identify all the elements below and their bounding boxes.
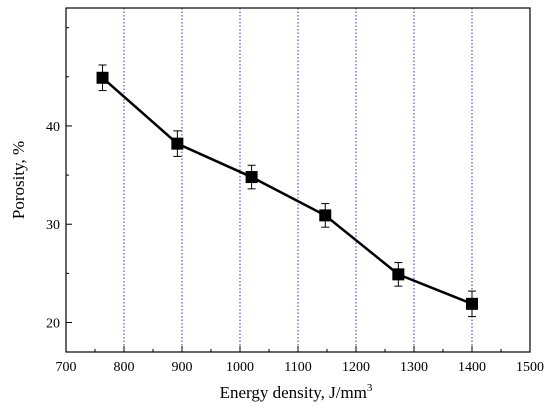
series-line (101, 76, 473, 306)
y-axis-label: Porosity, % (9, 141, 28, 219)
data-point-marker (319, 209, 332, 222)
x-tick-label: 1000 (226, 360, 254, 375)
data-point-marker (392, 268, 405, 281)
x-tick-label: 800 (114, 360, 135, 375)
data-point-marker (466, 297, 478, 310)
x-tick-label: 1100 (284, 360, 311, 375)
x-axis-label: Energy density, J/mm3 (220, 382, 373, 402)
y-tick-label: 20 (46, 317, 60, 332)
data-point-marker (171, 137, 184, 150)
x-tick-label: 1200 (342, 360, 370, 375)
axis-ticks: 700 800 900 1000 1100 1200 1300 1400 1500 20 30 40 (46, 27, 544, 375)
series-porosity (96, 64, 478, 318)
x-tick-label: 1500 (516, 360, 544, 375)
x-tick-label: 1400 (458, 360, 486, 375)
y-tick-label: 30 (46, 218, 60, 233)
x-tick-label: 700 (56, 360, 77, 375)
data-point-marker (96, 71, 109, 84)
x-tick-label: 900 (172, 360, 193, 375)
y-tick-label: 40 (46, 120, 60, 135)
grid-lines (123, 8, 473, 352)
x-tick-label: 1300 (400, 360, 428, 375)
data-point-marker (245, 171, 258, 184)
